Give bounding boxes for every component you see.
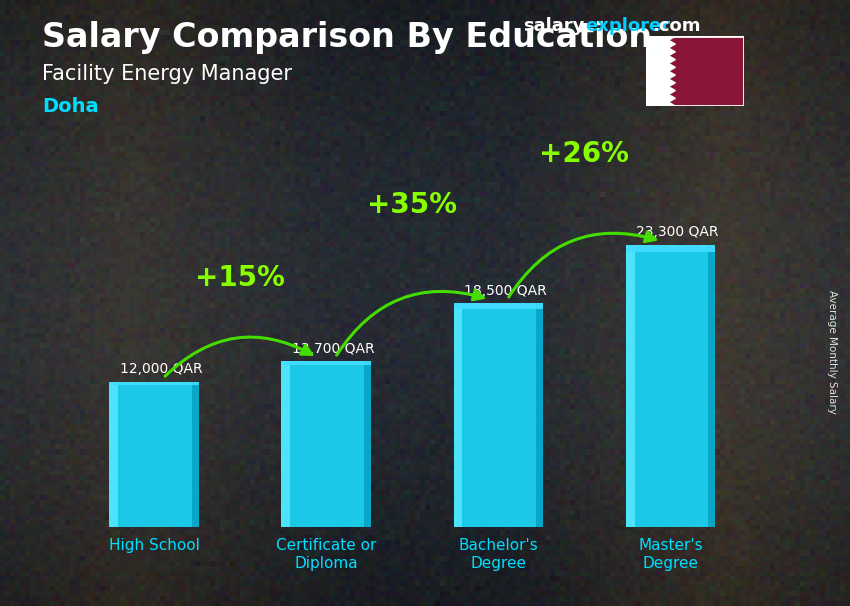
Bar	[281, 361, 371, 527]
Bar	[626, 245, 635, 527]
Bar	[454, 303, 462, 527]
Bar	[454, 303, 543, 308]
Bar	[192, 382, 199, 527]
Text: .com: .com	[652, 17, 700, 35]
Text: Facility Energy Manager: Facility Energy Manager	[42, 64, 292, 84]
Text: 23,300 QAR: 23,300 QAR	[637, 225, 719, 239]
Bar	[110, 382, 199, 385]
Text: explorer: explorer	[585, 17, 670, 35]
Text: Salary Comparison By Education: Salary Comparison By Education	[42, 21, 653, 54]
Bar	[536, 303, 543, 527]
Polygon shape	[646, 36, 675, 106]
Text: salary: salary	[523, 17, 584, 35]
Text: +26%: +26%	[540, 141, 629, 168]
Bar	[110, 382, 118, 527]
Text: 13,700 QAR: 13,700 QAR	[292, 342, 375, 356]
Bar	[708, 245, 715, 527]
Bar	[364, 361, 371, 527]
Bar	[626, 245, 715, 252]
Text: Doha: Doha	[42, 97, 99, 116]
Text: +35%: +35%	[367, 191, 457, 219]
Bar	[110, 382, 199, 527]
Text: 18,500 QAR: 18,500 QAR	[464, 284, 547, 298]
Text: 12,000 QAR: 12,000 QAR	[120, 362, 203, 376]
Text: Average Monthly Salary: Average Monthly Salary	[827, 290, 837, 413]
Bar	[281, 361, 291, 527]
Bar	[454, 303, 543, 527]
Bar	[281, 361, 371, 365]
Text: +15%: +15%	[196, 264, 285, 292]
Bar	[626, 245, 715, 527]
